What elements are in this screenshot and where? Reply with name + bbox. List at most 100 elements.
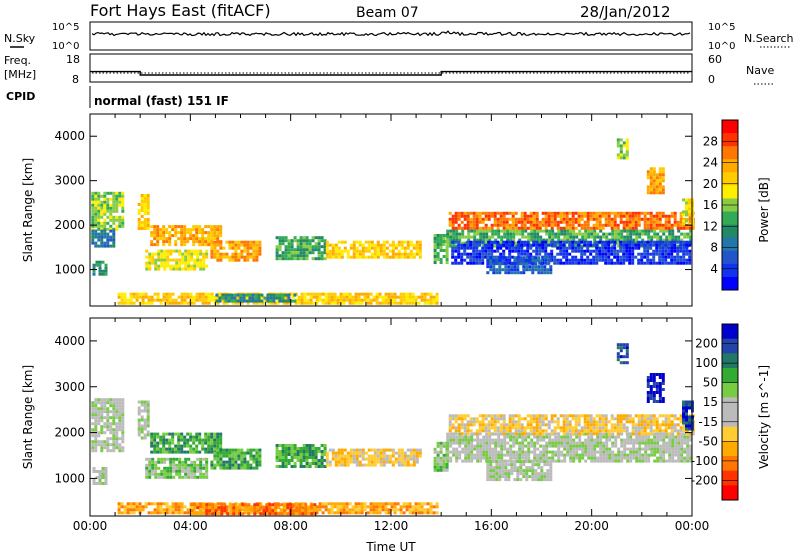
velocity-cell: [123, 511, 127, 515]
power-cell: [485, 232, 489, 236]
velocity-cell: [527, 450, 531, 454]
velocity-cell: [470, 447, 474, 451]
power-cell: [339, 298, 343, 302]
power-cell: [685, 207, 688, 211]
power-cell: [527, 235, 531, 239]
power-cell: [109, 203, 113, 207]
velocity-cell: [542, 438, 546, 442]
velocity-cell: [94, 410, 98, 414]
power-cell: [613, 211, 617, 215]
velocity-cell: [252, 457, 256, 461]
power-cell: [112, 206, 116, 210]
velocity-cell: [352, 454, 356, 458]
velocity-cell: [515, 441, 519, 445]
power-cell: [565, 220, 569, 224]
power-cell: [476, 232, 480, 236]
power-cell: [511, 220, 515, 224]
power-cell: [193, 258, 197, 262]
velocity-cell: [183, 511, 187, 515]
velocity-cell: [354, 502, 358, 506]
velocity-cell: [121, 398, 125, 402]
power-cell: [213, 240, 217, 244]
velocity-cell: [557, 453, 561, 457]
velocity-cell: [328, 460, 332, 464]
velocity-cell: [234, 460, 238, 464]
velocity-cell: [659, 447, 663, 451]
power-cell: [306, 298, 310, 302]
velocity-cell: [187, 457, 191, 461]
velocity-cell: [539, 435, 543, 439]
velocity-cell: [216, 502, 220, 506]
power-cell: [186, 228, 190, 232]
power-cell: [243, 249, 247, 253]
power-cell: [159, 298, 163, 302]
velocity-cell: [482, 438, 486, 442]
power-cell: [604, 220, 608, 224]
velocity-cell: [470, 438, 474, 442]
power-cell: [534, 262, 538, 266]
power-cell: [571, 223, 575, 227]
velocity-cell: [439, 468, 443, 472]
power-cell: [189, 295, 193, 299]
power-cell: [94, 224, 98, 228]
velocity-cell: [665, 441, 669, 445]
power-cell: [195, 237, 199, 241]
velocity-cell: [293, 447, 297, 450]
power-cell: [577, 214, 581, 218]
power-cell: [682, 252, 686, 256]
power-cell: [370, 243, 374, 247]
power-cell: [644, 229, 648, 233]
power-cell: [216, 240, 220, 244]
power-cell: [688, 204, 691, 208]
power-cell: [94, 241, 98, 245]
velocity-cell: [334, 457, 338, 461]
velocity-cell: [446, 447, 450, 451]
power-cell: [118, 194, 122, 198]
power-cell: [324, 301, 328, 305]
power-cell: [659, 229, 663, 233]
velocity-cell: [331, 451, 335, 455]
velocity-cell: [168, 505, 172, 509]
velocity-cell: [458, 438, 462, 442]
velocity-cell: [287, 453, 291, 456]
power-cell: [688, 240, 692, 244]
power-cell: [473, 238, 477, 242]
power-cell: [186, 295, 190, 299]
velocity-region-7: [325, 448, 422, 467]
power-cell: [100, 227, 104, 231]
power-cell: [607, 255, 611, 259]
velocity-cell: [190, 512, 194, 516]
power-cell: [216, 231, 220, 235]
velocity-cell: [293, 456, 297, 459]
power-cell: [631, 226, 635, 230]
power-cell: [237, 258, 241, 262]
power-cell: [482, 244, 486, 248]
velocity-cell: [364, 463, 368, 467]
power-cell: [146, 197, 150, 200]
power-cell: [439, 249, 443, 252]
power-cell: [556, 261, 560, 265]
power-cell: [499, 211, 503, 215]
velocity-cell: [557, 435, 561, 439]
velocity-cell: [94, 428, 98, 432]
velocity-cell: [314, 450, 318, 453]
power-cell: [676, 226, 680, 230]
power-cell: [556, 246, 560, 250]
power-cell: [466, 246, 470, 250]
power-cell: [186, 240, 190, 244]
power-cell: [312, 301, 316, 305]
power-cell: [544, 252, 548, 256]
velocity-cell: [106, 419, 110, 423]
power-cell: [496, 220, 500, 224]
velocity-cell: [361, 448, 365, 452]
velocity-cell: [494, 432, 498, 436]
power-cell: [281, 242, 285, 246]
power-cell: [631, 255, 635, 259]
power-cell: [475, 240, 479, 244]
velocity-cell: [249, 448, 253, 452]
power-cell: [157, 255, 161, 259]
power-cell: [667, 255, 671, 259]
power-cell: [198, 292, 202, 296]
power-cell: [631, 249, 635, 253]
power-cell: [143, 224, 147, 227]
